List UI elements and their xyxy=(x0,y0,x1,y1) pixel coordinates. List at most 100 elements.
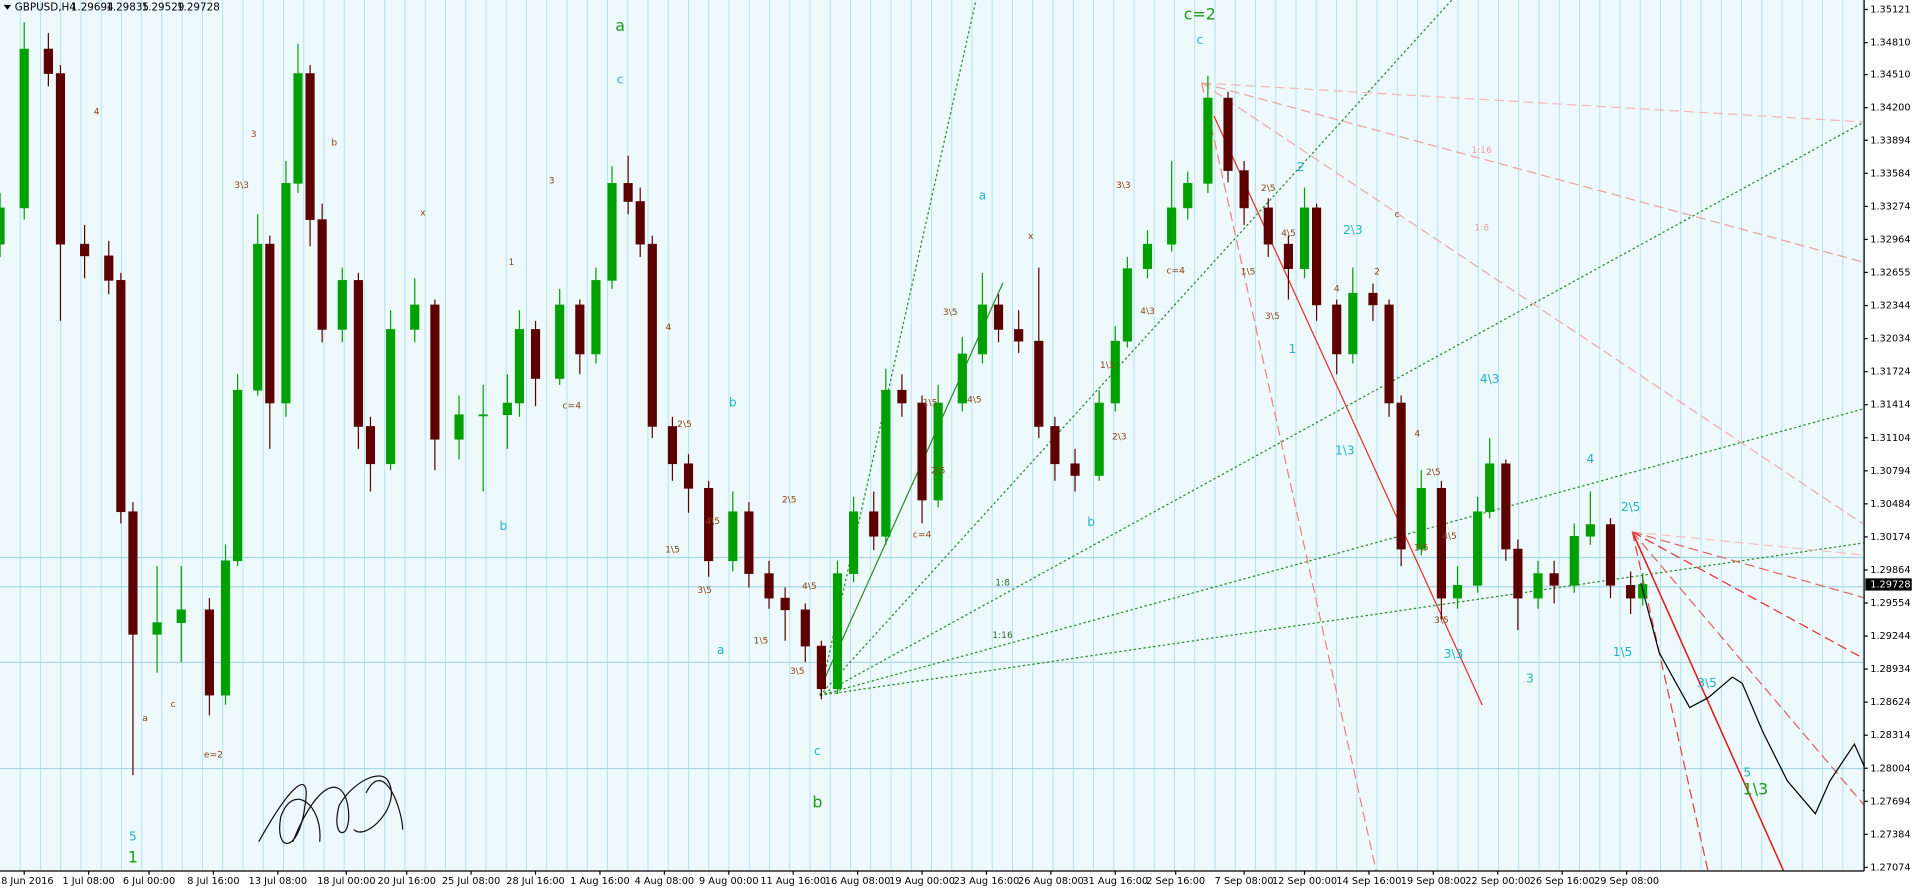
candle-body xyxy=(1332,304,1342,355)
wave-label: 1\5 xyxy=(923,399,938,409)
wave-label: 2 xyxy=(1297,160,1305,174)
candle-body xyxy=(897,389,907,404)
y-tick-label: 1.34810 xyxy=(1870,38,1910,49)
wave-label: 2\5 xyxy=(782,496,797,506)
candle-body xyxy=(704,487,714,562)
wave-label: 4 xyxy=(1586,452,1594,466)
wave-label: a xyxy=(717,643,724,657)
candle-body xyxy=(1368,292,1378,306)
trend-line xyxy=(819,282,1004,690)
wave-label: 4 xyxy=(1414,429,1420,439)
wave-label: 3\3 xyxy=(1116,181,1131,191)
wave-label: 4\5 xyxy=(705,517,720,527)
wave-label: b xyxy=(812,792,822,811)
wave-label: 1\5 xyxy=(1414,543,1429,553)
candle-body xyxy=(1283,243,1293,269)
candle-body xyxy=(204,609,214,696)
last-price-box xyxy=(1865,578,1912,591)
y-tick-label: 1.30484 xyxy=(1870,499,1910,510)
wave-label: 4\5 xyxy=(802,582,817,592)
wave-label: b xyxy=(331,138,337,148)
candle-body xyxy=(104,255,114,281)
fan-line xyxy=(1632,531,1865,599)
wave-label: 4 xyxy=(1334,284,1340,294)
y-tick-label: 1.32344 xyxy=(1870,301,1910,312)
x-tick-label: 29 Sep 08:00 xyxy=(1594,876,1659,887)
wave-label: c xyxy=(814,744,821,758)
x-tick-label: 2 Sep 16:00 xyxy=(1146,876,1205,887)
wave-label: 2\5 xyxy=(1261,184,1276,194)
wave-label: 1\3 xyxy=(1743,780,1769,799)
wave-label: 1\5 xyxy=(1613,645,1633,659)
wave-label: x xyxy=(1028,232,1034,242)
header-icon xyxy=(3,4,12,10)
y-tick-label: 1.34200 xyxy=(1870,103,1910,114)
x-tick-label: 25 Jul 08:00 xyxy=(442,876,500,887)
y-tick-label: 1.31724 xyxy=(1870,367,1910,378)
y-tick-label: 1.28934 xyxy=(1870,664,1910,675)
wave-label: 1:16 xyxy=(1471,146,1492,156)
candle-body xyxy=(1110,340,1120,404)
candle-body xyxy=(933,402,943,501)
candle-body xyxy=(1585,524,1595,537)
wave-label: b xyxy=(729,396,737,410)
candle-body xyxy=(607,183,617,281)
wave-label: 2\5 xyxy=(1426,468,1441,478)
candle-body xyxy=(430,304,440,440)
wave-label: c=4 xyxy=(563,402,582,412)
candle-body xyxy=(116,280,126,513)
wave-label: c=2 xyxy=(1184,4,1216,23)
horizontal-lines xyxy=(0,556,1865,770)
wave-label: x xyxy=(420,209,426,219)
chart-title: GBPUSD,H4 xyxy=(15,1,77,13)
candle-body xyxy=(43,48,53,74)
candle-body xyxy=(1485,463,1495,513)
fan-line xyxy=(1201,82,1377,872)
y-tick-label: 1.32964 xyxy=(1870,234,1910,245)
y-tick-label: 1.29554 xyxy=(1870,598,1910,609)
y-tick-label: 1.28314 xyxy=(1870,730,1910,741)
candle-body xyxy=(744,511,754,574)
time-axis-panel xyxy=(0,871,1913,893)
x-tick-label: 23 Aug 16:00 xyxy=(954,876,1020,887)
candle-body xyxy=(55,73,66,245)
candle-body xyxy=(869,511,879,537)
wave-label: 2 xyxy=(1374,267,1380,277)
candle-body xyxy=(1501,463,1511,550)
x-tick-label: 9 Aug 00:00 xyxy=(699,876,759,887)
x-tick-label: 18 Jul 00:00 xyxy=(317,876,375,887)
fan-line xyxy=(1201,82,1865,526)
x-tick-label: 11 Aug 16:00 xyxy=(760,876,826,887)
x-tick-label: 1 Aug 16:00 xyxy=(570,876,630,887)
wave-label: 5 xyxy=(129,829,137,843)
candle-body xyxy=(635,201,645,245)
candle-body xyxy=(647,243,657,427)
wave-label: 1 xyxy=(128,848,138,867)
fan-line xyxy=(1632,531,1865,660)
wave-label: 2\3 xyxy=(1112,433,1127,443)
candle-body xyxy=(1223,97,1233,171)
candle-body xyxy=(1094,402,1104,476)
candle-body xyxy=(623,183,633,202)
wave-label: c xyxy=(617,72,624,86)
candle-body xyxy=(1070,463,1080,476)
candle-body xyxy=(1605,524,1616,586)
fan-line xyxy=(819,121,1865,696)
candle-body xyxy=(128,511,138,635)
x-tick-label: 20 Jul 16:00 xyxy=(377,876,435,887)
y-tick-label: 1.29864 xyxy=(1870,565,1910,576)
y-tick-label: 1.31104 xyxy=(1870,433,1910,444)
x-tick-label: 19 Sep 08:00 xyxy=(1401,876,1466,887)
fan-line xyxy=(1632,531,1865,556)
candle-body xyxy=(1203,97,1213,184)
candle-body xyxy=(993,304,1004,330)
candle-body xyxy=(1436,487,1446,599)
forecast-line xyxy=(1640,582,1865,815)
candle-body xyxy=(317,219,327,330)
wave-label: 3 xyxy=(251,130,257,140)
candle-body xyxy=(80,243,90,257)
annotations: ac=2b11\35cbbacabc22\311\34\33\3342\51\5… xyxy=(94,4,1768,866)
wave-label: 3 xyxy=(1526,672,1534,686)
